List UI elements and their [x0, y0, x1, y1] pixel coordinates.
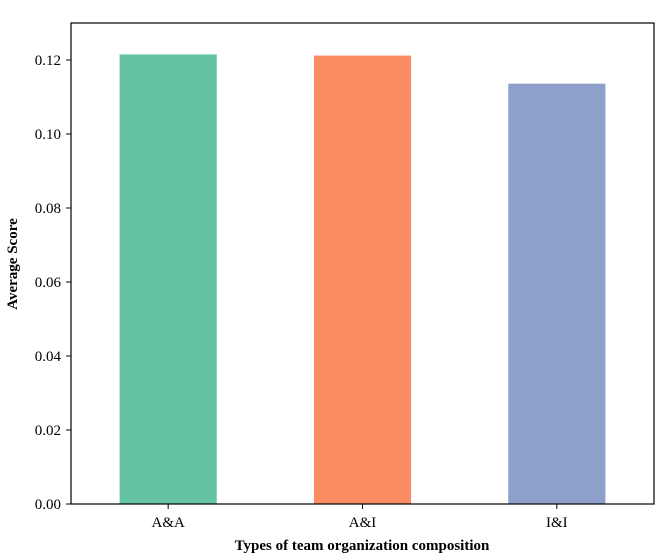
y-tick-label: 0.06	[35, 275, 62, 291]
x-tick-label: A&I	[349, 515, 377, 531]
y-tick-label: 0.02	[35, 423, 61, 439]
bar-2	[508, 83, 606, 505]
y-tick-label: 0.12	[35, 53, 61, 69]
x-tick-label: A&A	[151, 515, 185, 531]
x-tick-label: I&I	[546, 515, 568, 531]
y-axis: 0.00 0.02 0.04 0.06 0.08 0.10 0.12	[35, 53, 71, 513]
bar-0	[119, 54, 217, 504]
plot-frame	[70, 22, 655, 505]
y-tick-label: 0.10	[35, 127, 61, 143]
bars-group	[119, 54, 606, 505]
x-axis-title: Types of team organization composition	[235, 538, 490, 554]
y-tick-label: 0.08	[35, 201, 61, 217]
y-tick-label: 0.00	[35, 497, 61, 513]
bar-1	[313, 55, 412, 505]
y-axis-title: Average Score	[5, 218, 21, 310]
y-tick-label: 0.04	[35, 349, 62, 365]
x-axis: A&A A&I I&I	[151, 504, 568, 531]
